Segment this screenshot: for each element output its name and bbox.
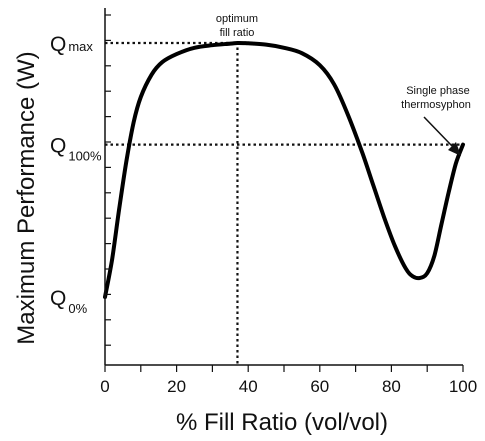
x-tick-label: 40 [239, 377, 258, 396]
x-tick-label: 80 [382, 377, 401, 396]
annotation-optimum-line-1: optimum [216, 13, 258, 25]
x-tick-label: 20 [167, 377, 186, 396]
performance-curve [103, 40, 465, 299]
x-tick-label: 100 [449, 377, 477, 396]
annotation-optimum: optimum fill ratio [216, 13, 258, 39]
y-tick-label: Q 100% [50, 135, 102, 164]
x-tick-label: 60 [310, 377, 329, 396]
annotation-single-phase-line-2: thermosyphon [401, 99, 471, 111]
annotation-arrowhead [448, 142, 461, 156]
annotation-arrow [423, 116, 453, 147]
annotation-optimum-line-2: fill ratio [220, 27, 255, 39]
x-tick-label: 0 [100, 377, 109, 396]
annotation-single-phase: Single phase thermosyphon [401, 85, 471, 156]
annotation-single-phase-line-1: Single phase [406, 85, 470, 97]
x-axis-label: % Fill Ratio (vol/vol) [176, 409, 388, 436]
y-axis-label: Maximum Performance (W) [13, 51, 40, 344]
y-tick-label: Q 0% [50, 287, 88, 316]
